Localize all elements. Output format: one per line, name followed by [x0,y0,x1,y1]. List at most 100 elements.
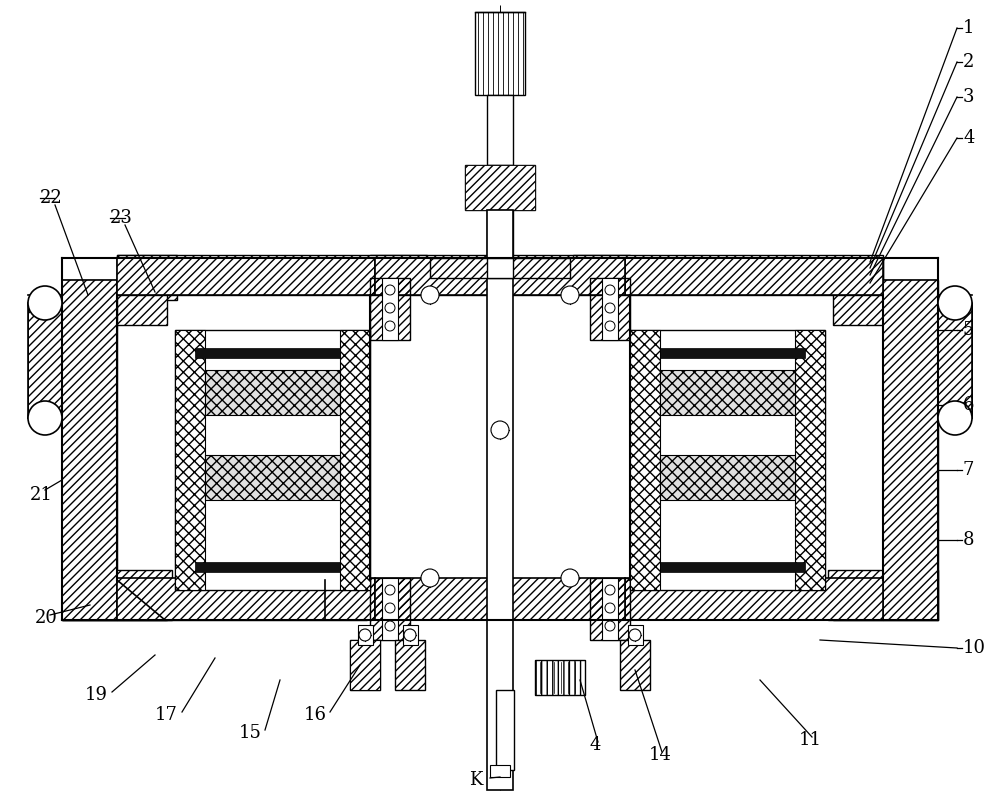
Circle shape [605,621,615,631]
Circle shape [605,603,615,613]
Bar [573,255,883,285]
Text: 11: 11 [798,731,822,749]
Circle shape [605,321,615,331]
Bar [403,625,418,645]
Circle shape [385,321,395,331]
Circle shape [385,303,395,313]
Text: 4: 4 [589,736,601,754]
Bar [375,258,625,295]
Circle shape [385,285,395,295]
Bar [590,578,630,640]
Bar [117,255,177,300]
Bar [475,12,525,95]
Bar [490,765,510,777]
Bar [487,210,513,790]
Circle shape [28,286,62,320]
Circle shape [385,603,395,613]
Text: K: K [469,771,482,789]
Bar [117,258,370,295]
Text: 22: 22 [40,189,63,207]
Bar [430,258,570,278]
Bar [465,165,535,210]
Bar [382,578,398,640]
Bar [175,330,205,590]
Circle shape [359,629,371,641]
Bar [628,625,643,645]
Bar [175,330,370,590]
Circle shape [629,629,641,641]
Bar [620,640,650,690]
Circle shape [421,569,439,587]
Bar [370,578,410,640]
Bar [487,258,513,278]
Text: 2: 2 [963,53,974,71]
Bar [370,278,410,340]
Circle shape [605,285,615,295]
Bar [660,348,805,358]
Bar [625,258,883,295]
Bar [487,255,513,295]
Bar [350,640,380,690]
Text: 10: 10 [963,639,986,657]
Bar [370,255,630,295]
Bar [395,640,425,690]
Bar [62,280,117,620]
Bar [660,562,805,572]
Circle shape [404,629,416,641]
Circle shape [28,401,62,435]
Text: 6: 6 [963,396,974,414]
Bar [630,330,660,590]
Circle shape [385,621,395,631]
Bar [382,278,398,340]
Bar [465,165,535,210]
Bar [205,370,340,415]
Text: 14: 14 [649,746,671,764]
Text: 23: 23 [110,209,133,227]
Circle shape [421,286,439,304]
Circle shape [491,421,509,439]
Bar [117,295,167,325]
Text: 8: 8 [963,531,974,549]
Bar [62,570,172,620]
Bar [795,330,825,590]
Text: 21: 21 [30,486,53,504]
Text: 20: 20 [35,609,58,627]
Bar [602,578,618,640]
Bar [630,258,883,295]
Text: 17: 17 [155,706,178,724]
Bar [496,690,514,770]
Bar [350,640,380,690]
Bar [117,255,427,285]
Circle shape [938,401,972,435]
Circle shape [561,569,579,587]
Bar [487,210,513,255]
Bar [340,330,370,590]
Text: 7: 7 [963,461,974,479]
Bar [205,455,340,500]
Bar [938,303,972,418]
Bar [195,562,340,572]
Bar [625,578,883,620]
Bar [833,590,883,620]
Circle shape [561,286,579,304]
Text: 1: 1 [963,19,974,37]
Circle shape [938,286,972,320]
Bar [195,348,340,358]
Circle shape [605,585,615,595]
Bar [535,660,585,695]
Bar [117,258,375,295]
Bar [660,370,795,415]
Text: 19: 19 [85,686,108,704]
Bar [883,280,938,620]
Bar [883,280,938,620]
Bar [28,303,62,418]
Bar [938,303,972,418]
Bar [833,295,883,325]
Bar [62,280,117,620]
Bar [602,278,618,340]
Bar [828,570,938,620]
Bar [117,590,167,620]
Text: 5: 5 [963,321,974,339]
Bar [375,578,625,620]
Text: 15: 15 [239,724,262,742]
